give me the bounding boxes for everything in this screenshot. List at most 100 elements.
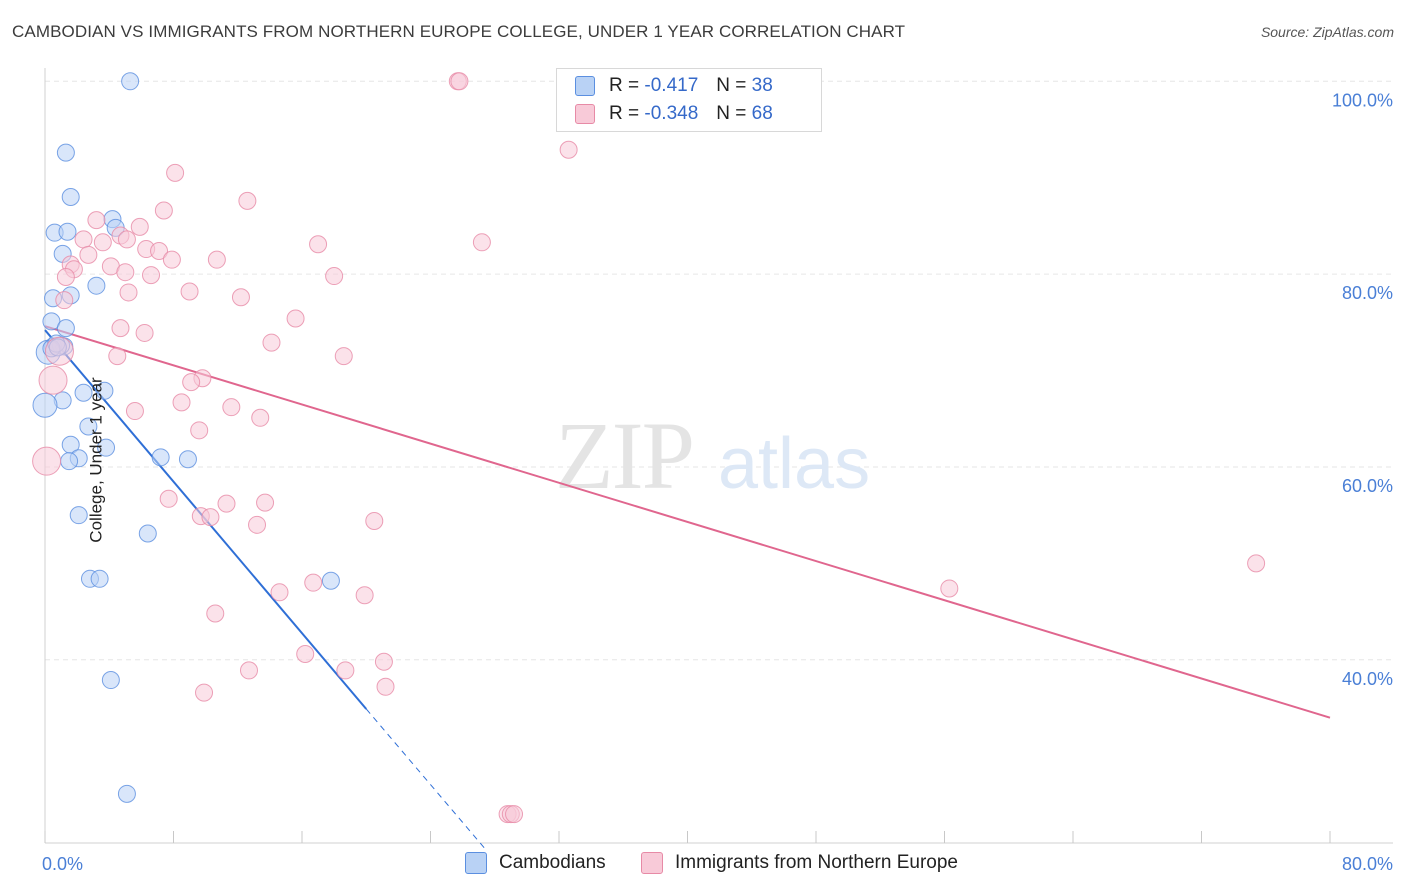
source-label: Source: ZipAtlas.com xyxy=(1260,24,1394,40)
data-points xyxy=(32,72,1266,824)
northern-europe-point xyxy=(376,677,395,696)
northern-europe-point xyxy=(472,233,491,252)
northern-europe-point xyxy=(135,323,154,342)
watermark: ZIP atlas xyxy=(555,402,870,509)
northern-europe-point xyxy=(44,336,74,366)
northern-europe-point xyxy=(182,373,201,392)
cambodian-point xyxy=(61,187,80,206)
legend-r-label: R = xyxy=(609,75,640,96)
northern-europe-point xyxy=(336,661,355,680)
northern-europe-point xyxy=(150,241,169,260)
cambodian-point xyxy=(178,450,197,469)
cambodian-point xyxy=(69,506,88,525)
northern-europe-point xyxy=(365,511,384,530)
gridlines xyxy=(45,80,1393,661)
cambodian-point xyxy=(74,383,93,402)
cambodian-point xyxy=(97,438,116,457)
northern-europe-point xyxy=(296,645,315,664)
cambodian-point xyxy=(117,784,136,803)
northern-europe-point xyxy=(450,72,469,91)
legend-item-cambodians[interactable]: Cambodians xyxy=(465,852,606,874)
northern-europe-point xyxy=(207,250,226,269)
x-tick-label: 80.0% xyxy=(1342,854,1393,874)
legend-row-cambodians: R = -0.417 N = 38 xyxy=(575,73,773,99)
northern-europe-point xyxy=(166,163,185,182)
northern-europe-point xyxy=(38,365,68,395)
cambodian-point xyxy=(121,72,140,91)
northern-europe-point xyxy=(117,230,136,249)
northern-europe-point xyxy=(130,217,149,236)
cambodian-point xyxy=(151,448,170,467)
legend-swatch-blue xyxy=(575,76,595,96)
legend-row-northern-europe: R = -0.348 N = 68 xyxy=(575,101,773,127)
tick-labels: 100.0% 80.0% 60.0% 40.0% 0.0% 80.0% xyxy=(42,90,1393,874)
watermark-atlas: atlas xyxy=(718,424,870,504)
northern-europe-trend-line xyxy=(44,325,1331,719)
northern-europe-point xyxy=(180,282,199,301)
northern-europe-point xyxy=(195,683,214,702)
northern-europe-point xyxy=(1247,554,1266,573)
legend-swatch-pink xyxy=(641,852,663,874)
x-tick-label: 0.0% xyxy=(42,854,83,874)
northern-europe-point xyxy=(142,266,161,285)
northern-europe-point xyxy=(190,421,209,440)
correlation-legend: R = -0.417 N = 38 R = -0.348 N = 68 xyxy=(556,68,822,132)
legend-swatch-blue xyxy=(465,852,487,874)
northern-europe-point xyxy=(154,201,173,220)
cambodian-point xyxy=(56,319,75,338)
legend-item-label: Immigrants from Northern Europe xyxy=(675,852,958,873)
cambodian-trend-extension xyxy=(365,708,488,852)
northern-europe-point xyxy=(56,268,75,287)
northern-europe-point xyxy=(162,250,181,269)
northern-europe-point xyxy=(74,230,93,249)
northern-europe-point xyxy=(505,805,524,824)
northern-europe-point xyxy=(251,408,270,427)
northern-europe-point xyxy=(55,291,74,310)
chart-title: CAMBODIAN VS IMMIGRANTS FROM NORTHERN EU… xyxy=(12,22,906,41)
northern-europe-point xyxy=(108,347,127,366)
northern-europe-point xyxy=(334,347,353,366)
legend-n-label: N = xyxy=(716,75,747,96)
legend-r-label: R = xyxy=(609,103,640,124)
cambodian-point xyxy=(101,671,120,690)
northern-europe-point xyxy=(286,309,305,328)
legend-r-value: -0.348 xyxy=(644,103,699,124)
northern-europe-point xyxy=(87,211,106,230)
series-legend: Cambodians Immigrants from Northern Euro… xyxy=(0,852,1406,876)
northern-europe-point xyxy=(172,393,191,412)
northern-europe-point xyxy=(231,288,250,307)
northern-europe-point xyxy=(256,493,275,512)
legend-item-label: Cambodians xyxy=(499,852,606,873)
cambodian-point xyxy=(32,392,58,418)
northern-europe-point xyxy=(79,245,98,264)
northern-europe-point xyxy=(119,283,138,302)
northern-europe-point xyxy=(125,402,144,421)
cambodian-point xyxy=(321,571,340,590)
northern-europe-point xyxy=(304,573,323,592)
northern-europe-point xyxy=(262,333,281,352)
northern-europe-point xyxy=(239,661,258,680)
cambodian-point xyxy=(58,222,77,241)
cambodian-point xyxy=(56,143,75,162)
northern-europe-point xyxy=(325,267,344,286)
northern-europe-point xyxy=(116,263,135,282)
cambodian-point xyxy=(90,569,109,588)
northern-europe-point xyxy=(374,652,393,671)
legend-n-value: 68 xyxy=(751,103,773,124)
cambodian-point xyxy=(60,452,79,471)
cambodian-point xyxy=(95,381,114,400)
northern-europe-point xyxy=(238,191,257,210)
northern-europe-point xyxy=(270,583,289,602)
y-tick-label: 80.0% xyxy=(1342,283,1393,303)
northern-europe-point xyxy=(222,398,241,417)
cambodian-point xyxy=(79,417,98,436)
northern-europe-point xyxy=(159,489,178,508)
cambodian-point xyxy=(42,312,61,331)
cambodian-point xyxy=(87,276,106,295)
northern-europe-point xyxy=(32,446,62,476)
legend-item-northern-europe[interactable]: Immigrants from Northern Europe xyxy=(641,852,958,874)
northern-europe-point xyxy=(111,319,130,338)
cambodian-point xyxy=(138,524,157,543)
y-tick-label: 60.0% xyxy=(1342,476,1393,496)
